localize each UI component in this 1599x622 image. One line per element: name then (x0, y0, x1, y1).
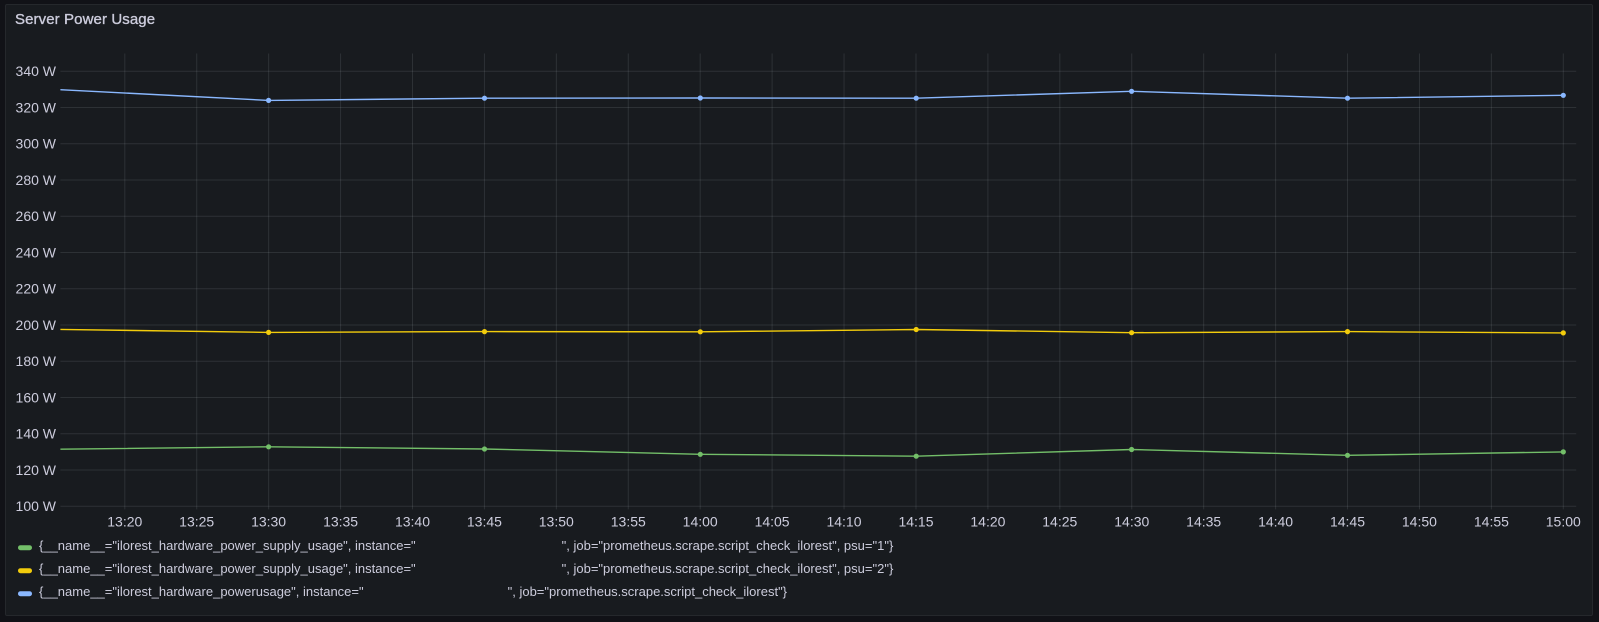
svg-text:300 W: 300 W (16, 136, 57, 152)
svg-text:13:50: 13:50 (539, 514, 574, 530)
svg-text:14:55: 14:55 (1474, 514, 1509, 530)
svg-text:100 W: 100 W (16, 498, 57, 514)
svg-text:14:20: 14:20 (970, 514, 1005, 530)
svg-text:340 W: 340 W (16, 63, 57, 79)
svg-text:13:55: 13:55 (611, 514, 646, 530)
svg-text:260 W: 260 W (16, 208, 57, 224)
svg-text:320 W: 320 W (16, 100, 57, 116)
svg-text:280 W: 280 W (16, 172, 57, 188)
svg-text:14:35: 14:35 (1186, 514, 1221, 530)
svg-text:15:00: 15:00 (1546, 514, 1581, 530)
svg-text:200 W: 200 W (16, 317, 57, 333)
svg-text:14:05: 14:05 (755, 514, 790, 530)
svg-text:14:15: 14:15 (898, 514, 933, 530)
svg-text:120 W: 120 W (16, 462, 57, 478)
svg-text:160 W: 160 W (16, 389, 57, 405)
svg-text:14:30: 14:30 (1114, 514, 1149, 530)
svg-text:140 W: 140 W (16, 426, 57, 442)
svg-text:13:30: 13:30 (251, 514, 286, 530)
svg-text:13:40: 13:40 (395, 514, 430, 530)
svg-text:13:35: 13:35 (323, 514, 358, 530)
svg-text:220 W: 220 W (16, 281, 57, 297)
svg-text:14:00: 14:00 (683, 514, 718, 530)
svg-text:240 W: 240 W (16, 244, 57, 260)
svg-text:13:25: 13:25 (179, 514, 214, 530)
svg-text:14:25: 14:25 (1042, 514, 1077, 530)
svg-text:13:20: 13:20 (107, 514, 142, 530)
svg-text:14:45: 14:45 (1330, 514, 1365, 530)
svg-text:180 W: 180 W (16, 353, 57, 369)
svg-text:13:45: 13:45 (467, 514, 502, 530)
svg-text:14:10: 14:10 (826, 514, 861, 530)
svg-text:14:50: 14:50 (1402, 514, 1437, 530)
svg-text:14:40: 14:40 (1258, 514, 1293, 530)
